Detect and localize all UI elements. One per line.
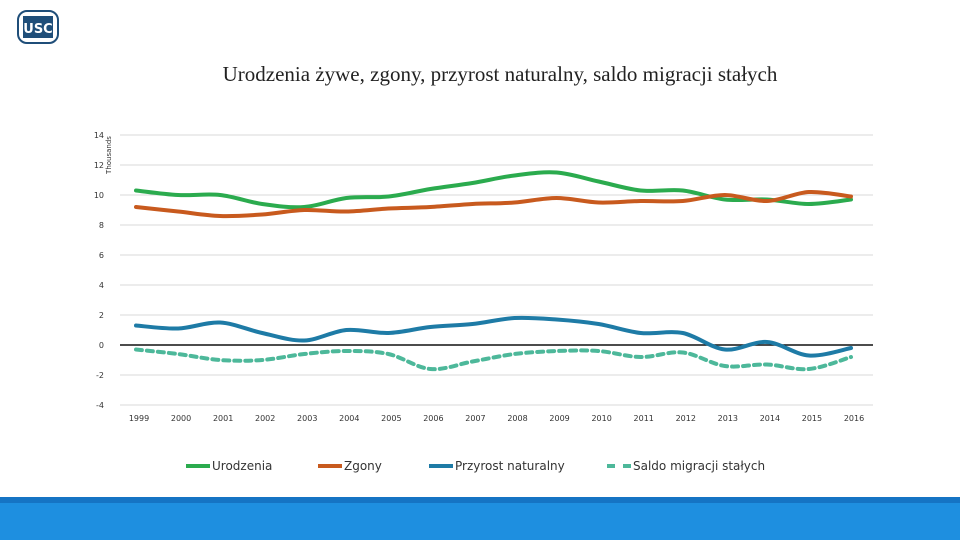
y-tick-label: 6 (99, 251, 104, 260)
footer-band-edge (0, 497, 960, 503)
series-line-przyrost-naturalny (134, 315, 853, 358)
x-tick-label: 2009 (549, 414, 569, 423)
chart-title: Urodzenia żywe, zgony, przyrost naturaln… (222, 62, 778, 86)
x-tick-label: 2016 (844, 414, 864, 423)
gridlines (120, 134, 873, 406)
legend-label: Urodzenia (212, 459, 273, 473)
x-tick-label: 2015 (802, 414, 822, 423)
legend-label: Zgony (344, 459, 382, 473)
x-tick-label: 2005 (381, 414, 401, 423)
legend-swatch (318, 464, 342, 468)
y-tick-label: -4 (96, 401, 104, 410)
series-line-saldo-migracji-stałych (134, 347, 853, 372)
y-tick-label: 12 (94, 161, 104, 170)
series-line-urodzenia (134, 170, 853, 210)
legend-swatch (607, 464, 631, 468)
y-tick-label: 14 (94, 131, 104, 140)
x-tick-label: 2013 (718, 414, 738, 423)
x-tick-label: 2006 (423, 414, 443, 423)
series-line-zgony (134, 189, 853, 219)
x-tick-label: 2007 (465, 414, 485, 423)
y-tick-label: 2 (99, 311, 104, 320)
usc-logo: USC (17, 10, 59, 44)
x-tick-label: 2001 (213, 414, 233, 423)
legend-item: Przyrost naturalny (429, 459, 565, 473)
y-tick-label: 4 (99, 281, 104, 290)
x-tick-label: 1999 (129, 414, 149, 423)
legend: Urodzenia Zgony Przyrost naturalny Saldo mi… (0, 459, 960, 479)
y-tick-label: 8 (99, 221, 104, 230)
x-tick-label: 2010 (591, 414, 611, 423)
x-tick-label: 2004 (339, 414, 359, 423)
y-tick-label: -2 (96, 371, 104, 380)
legend-label: Przyrost naturalny (455, 459, 565, 473)
series-lines (134, 170, 853, 372)
legend-label: Saldo migracji stałych (633, 459, 766, 473)
x-tick-label: 2000 (171, 414, 191, 423)
footer-band (0, 503, 960, 540)
x-tick-label: 2003 (297, 414, 317, 423)
logo-text: USC (23, 22, 52, 37)
x-axis-ticks: 1999 2000 2001 2002 2003 2004 2005 2006 2007 2008… (129, 414, 864, 423)
legend-item: Saldo migracji stałych (607, 459, 765, 473)
x-tick-label: 2008 (507, 414, 527, 423)
x-tick-label: 2014 (760, 414, 780, 423)
legend-item: Zgony (318, 459, 382, 473)
y-axis-label: Thousands (105, 136, 113, 175)
legend-item: Urodzenia (186, 459, 272, 473)
y-tick-label: 10 (94, 191, 104, 200)
y-tick-label: 0 (99, 341, 104, 350)
x-tick-label: 2011 (634, 414, 654, 423)
legend-swatch (186, 464, 210, 468)
y-axis-ticks: 14 12 10 8 6 4 2 0 -2 -4 (94, 131, 104, 410)
x-tick-label: 2012 (676, 414, 696, 423)
x-tick-label: 2002 (255, 414, 275, 423)
legend-swatch (429, 464, 453, 468)
